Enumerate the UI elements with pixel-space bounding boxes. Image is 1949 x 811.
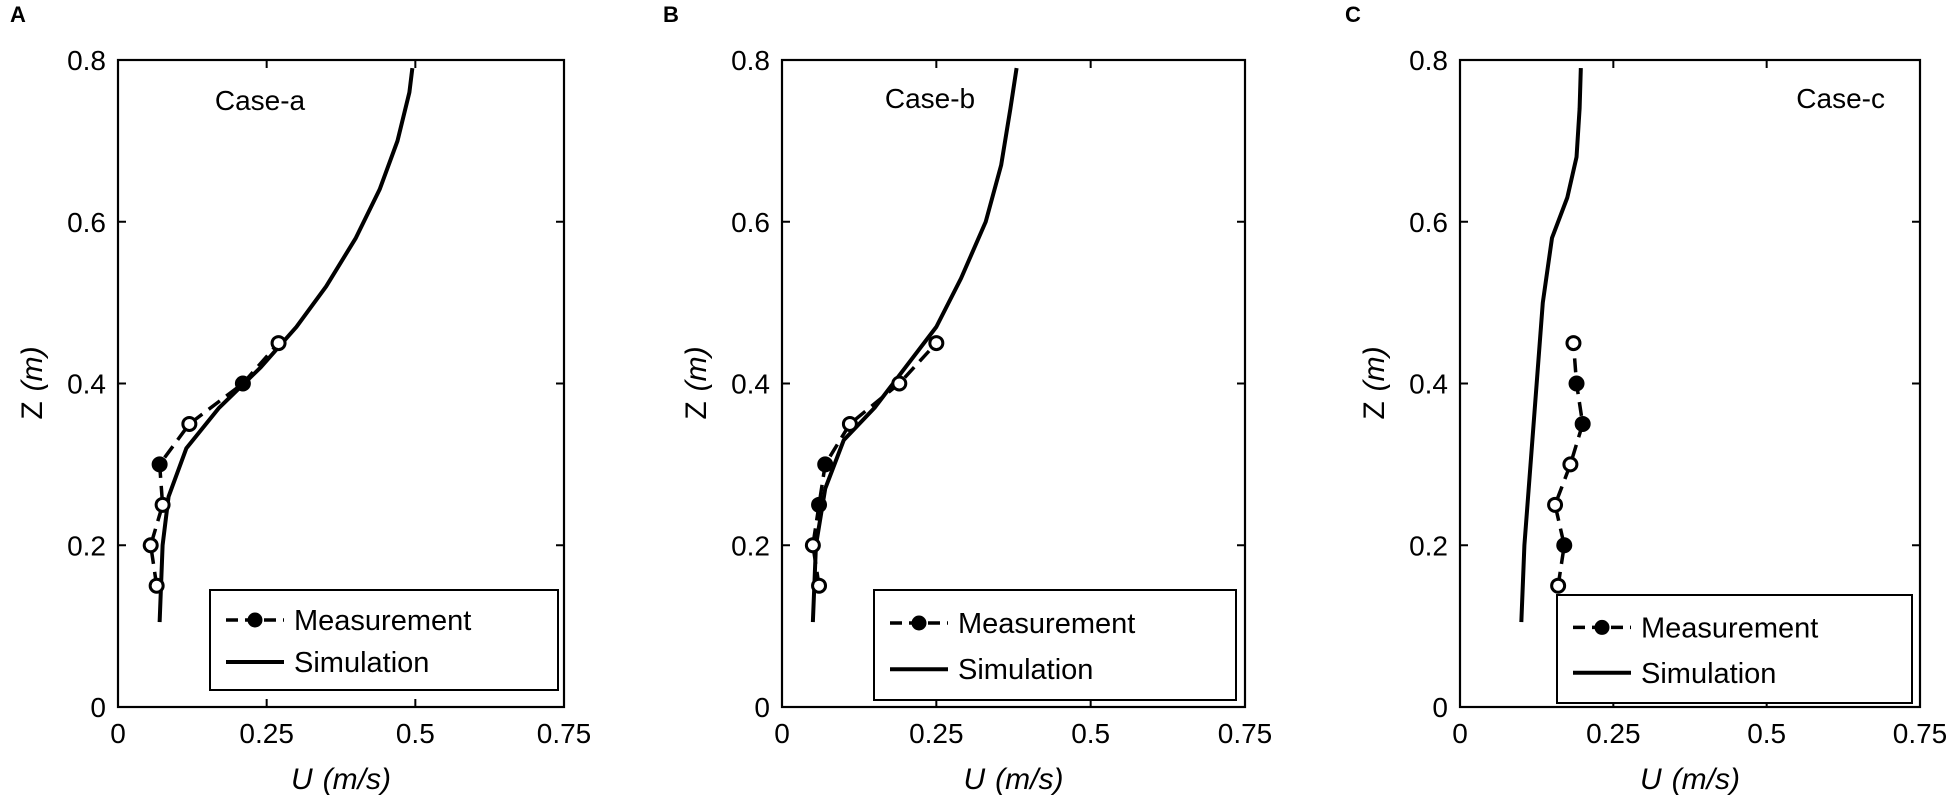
measurement-point — [817, 456, 834, 473]
panel-a: A 0 0.25 0.5 0.75 0 0.2 0.4 0.6 0.8 U (m/s) Z (m) Case… — [10, 2, 591, 796]
measurement-point — [811, 496, 828, 513]
x-tick-label: 0.25 — [909, 718, 964, 749]
panel-letter: B — [663, 2, 679, 27]
y-tick-label: 0 — [90, 692, 106, 723]
measurement-point — [142, 537, 159, 554]
x-axis-label-unit: (m/s) — [995, 763, 1063, 796]
measurement-point — [181, 415, 198, 432]
legend-simulation-label: Simulation — [294, 647, 429, 679]
y-tick-label: 0.6 — [67, 207, 106, 238]
measurement-line — [148, 341, 280, 586]
case-annotation: Case-b — [885, 83, 975, 114]
x-axis-label-main: U — [1640, 763, 1662, 796]
panel-b: B 0 0.25 0.5 0.75 0 0.2 0.4 0.6 0.8 U (m/s) Z (m) Case… — [663, 2, 1272, 796]
measurement-point — [154, 496, 171, 513]
y-axis-label: Z (m) — [680, 346, 713, 419]
legend-simulation-label: Simulation — [958, 654, 1093, 686]
simulation-line — [157, 67, 415, 623]
x-axis-label-main: U — [291, 763, 313, 796]
measurement-point — [1562, 456, 1579, 473]
case-annotation: Case-a — [215, 85, 306, 116]
y-tick-label: 0.6 — [731, 207, 770, 238]
x-tick-label: 0.75 — [1218, 718, 1273, 749]
measurement-point — [811, 577, 828, 594]
y-tick-label: 0.2 — [67, 530, 106, 561]
measurement-point — [270, 335, 287, 352]
measurement-point — [1556, 537, 1573, 554]
measurement-point — [234, 375, 251, 392]
case-annotation: Case-c — [1796, 83, 1885, 114]
y-tick-label: 0.8 — [1409, 45, 1448, 76]
x-tick-label: 0.75 — [537, 718, 592, 749]
y-tick-label: 0.8 — [67, 45, 106, 76]
x-axis-label-main: U — [964, 763, 986, 796]
y-tick-label: 0.6 — [1409, 207, 1448, 238]
y-axis-label: Z (m) — [16, 346, 49, 419]
y-tick-label: 0.4 — [731, 369, 770, 400]
legend-measurement-marker — [1594, 619, 1610, 635]
y-tick-label: 0.4 — [1409, 369, 1448, 400]
y-tick-label: 0.2 — [731, 530, 770, 561]
x-tick-label: 0.25 — [239, 718, 294, 749]
x-axis-label-unit: (m/s) — [1672, 763, 1740, 796]
y-axis-label-main: Z — [16, 401, 49, 419]
x-tick-label: 0.75 — [1893, 718, 1948, 749]
x-axis-label: U (m/s) — [964, 763, 1064, 796]
measurement-point — [1574, 415, 1591, 432]
simulation-line — [1519, 68, 1583, 623]
legend-measurement-marker — [247, 612, 263, 628]
panel-letter: C — [1345, 2, 1361, 27]
measurement-point — [804, 537, 821, 554]
legend: Measurement Simulation — [1556, 594, 1913, 704]
measurement-point — [1550, 577, 1567, 594]
x-axis-label: U (m/s) — [291, 763, 391, 796]
legend-measurement-marker — [911, 615, 927, 631]
panel-letter: A — [10, 2, 26, 27]
measurement-point — [151, 456, 168, 473]
simulation-line — [810, 67, 1019, 623]
measurement-point — [928, 335, 945, 352]
legend: Measurement Simulation — [209, 589, 559, 691]
legend-measurement-label: Measurement — [1641, 612, 1818, 644]
measurement-point — [841, 415, 858, 432]
legend-measurement-label: Measurement — [958, 608, 1135, 640]
measurement-point — [1565, 335, 1582, 352]
x-tick-label: 0 — [110, 718, 126, 749]
y-tick-label: 0.4 — [67, 369, 106, 400]
y-axis-label-unit: (m) — [1358, 346, 1391, 391]
x-axis-label-unit: (m/s) — [323, 763, 391, 796]
y-axis-label-main: Z — [1358, 401, 1391, 419]
measurement-point — [891, 375, 908, 392]
measurement-point — [1547, 496, 1564, 513]
x-tick-label: 0 — [1452, 718, 1468, 749]
y-tick-label: 0 — [1432, 692, 1448, 723]
legend-simulation-label: Simulation — [1641, 658, 1776, 690]
x-tick-label: 0 — [774, 718, 790, 749]
y-axis-label: Z (m) — [1358, 346, 1391, 419]
y-tick-label: 0.8 — [731, 45, 770, 76]
legend-measurement-label: Measurement — [294, 605, 471, 637]
x-tick-label: 0.5 — [1071, 718, 1110, 749]
y-axis-label-unit: (m) — [16, 346, 49, 391]
y-axis-label-unit: (m) — [680, 346, 713, 391]
x-tick-label: 0.25 — [1586, 718, 1641, 749]
measurement-point — [1568, 375, 1585, 392]
legend-box — [209, 589, 559, 691]
y-tick-label: 0 — [754, 692, 770, 723]
x-axis-label: U (m/s) — [1640, 763, 1740, 796]
panel-c: C 0 0.25 0.5 0.75 0 0.2 0.4 0.6 0.8 U (m/s) Z (m) Case… — [1345, 2, 1947, 796]
measurement-point — [148, 577, 165, 594]
legend-box — [873, 589, 1237, 701]
legend-box — [1556, 594, 1913, 704]
y-axis-label-main: Z — [680, 401, 713, 419]
x-tick-label: 0.5 — [396, 718, 435, 749]
legend: Measurement Simulation — [873, 589, 1237, 701]
y-tick-label: 0.2 — [1409, 530, 1448, 561]
x-tick-label: 0.5 — [1747, 718, 1786, 749]
